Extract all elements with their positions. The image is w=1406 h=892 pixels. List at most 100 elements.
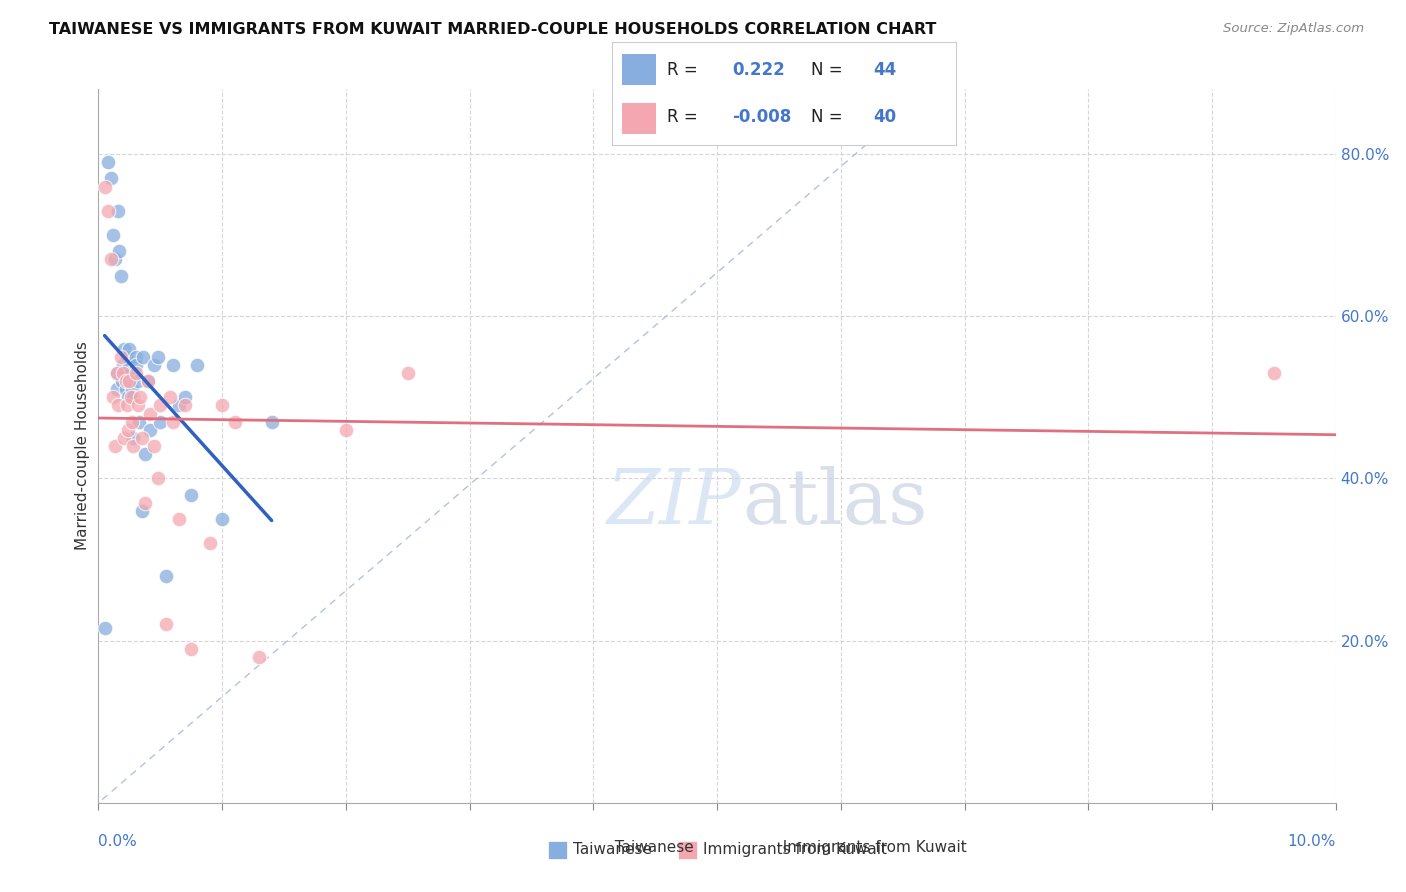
Text: -0.008: -0.008 (733, 108, 792, 126)
Point (105, 366, 128, 380)
Point (335, 423, 357, 437)
Point (103, 252, 125, 267)
Point (136, 374, 159, 388)
Point (224, 415, 246, 429)
Point (110, 350, 132, 364)
Point (127, 399, 149, 413)
Point (159, 390, 181, 404)
Point (108, 244, 131, 259)
Point (167, 399, 190, 413)
Point (97, 203, 120, 218)
Point (103, 228, 125, 243)
Point (127, 374, 149, 388)
Point (149, 415, 172, 429)
Point (100, 252, 122, 267)
Point (143, 358, 166, 372)
Point (136, 374, 159, 388)
Point (143, 439, 166, 453)
Bar (548, 840, 567, 858)
Point (198, 536, 221, 550)
Point (117, 374, 139, 388)
Point (118, 358, 141, 372)
Point (107, 399, 129, 413)
Point (107, 203, 129, 218)
Point (146, 471, 169, 485)
Point (93, 622, 115, 636)
Point (111, 374, 134, 388)
Text: N =: N = (811, 108, 848, 126)
Text: 44: 44 (873, 61, 897, 78)
Text: Taiwanese: Taiwanese (574, 842, 652, 857)
Point (110, 268, 132, 283)
Point (117, 390, 139, 404)
Point (134, 447, 156, 461)
Point (155, 568, 177, 582)
Text: R =: R = (666, 61, 703, 78)
Text: Source: ZipAtlas.com: Source: ZipAtlas.com (1223, 22, 1364, 36)
Point (114, 374, 136, 388)
Point (124, 366, 146, 380)
Point (396, 366, 419, 380)
Point (186, 358, 208, 372)
Point (121, 382, 143, 396)
Point (97, 155, 120, 169)
Point (105, 382, 128, 396)
Point (180, 488, 202, 502)
Point (260, 415, 283, 429)
Point (128, 415, 150, 429)
Text: 0.0%: 0.0% (98, 834, 138, 849)
Bar (678, 840, 697, 858)
Point (112, 342, 135, 356)
Point (115, 350, 138, 364)
Point (124, 350, 146, 364)
Point (93, 179, 115, 194)
Text: 40: 40 (873, 108, 897, 126)
Point (129, 390, 152, 404)
Text: N =: N = (811, 61, 848, 78)
Point (114, 366, 136, 380)
Text: 10.0%: 10.0% (1288, 834, 1336, 849)
Point (247, 649, 270, 664)
Point (139, 423, 162, 437)
Point (132, 350, 155, 364)
Point (162, 415, 184, 429)
Point (139, 407, 162, 421)
Point (114, 382, 136, 396)
Text: ZIP: ZIP (607, 467, 742, 540)
Point (112, 431, 135, 445)
Text: atlas: atlas (742, 467, 927, 540)
Text: R =: R = (666, 108, 703, 126)
Text: Immigrants from Kuwait: Immigrants from Kuwait (703, 842, 887, 857)
Point (118, 374, 141, 388)
Text: Taiwanese: Taiwanese (605, 840, 693, 855)
Point (1263, 366, 1285, 380)
Point (134, 496, 156, 510)
Point (112, 358, 135, 372)
Point (174, 399, 197, 413)
Point (103, 390, 125, 404)
Point (115, 399, 138, 413)
Point (131, 431, 153, 445)
Point (211, 512, 233, 526)
Point (174, 390, 197, 404)
FancyBboxPatch shape (621, 103, 657, 134)
Point (112, 366, 135, 380)
Point (122, 439, 145, 453)
Point (122, 431, 145, 445)
Text: TAIWANESE VS IMMIGRANTS FROM KUWAIT MARRIED-COUPLE HOUSEHOLDS CORRELATION CHART: TAIWANESE VS IMMIGRANTS FROM KUWAIT MARR… (49, 22, 936, 37)
Point (100, 171, 122, 186)
Point (162, 358, 184, 372)
Y-axis label: Married-couple Households: Married-couple Households (75, 342, 90, 550)
Point (120, 366, 142, 380)
Point (180, 641, 202, 656)
Point (118, 342, 141, 356)
FancyBboxPatch shape (621, 54, 657, 85)
Text: 0.222: 0.222 (733, 61, 785, 78)
Point (103, 439, 125, 453)
Point (167, 512, 190, 526)
Point (131, 504, 153, 518)
Point (211, 399, 233, 413)
Point (105, 366, 128, 380)
Text: Immigrants from Kuwait: Immigrants from Kuwait (773, 840, 967, 855)
Point (124, 358, 146, 372)
